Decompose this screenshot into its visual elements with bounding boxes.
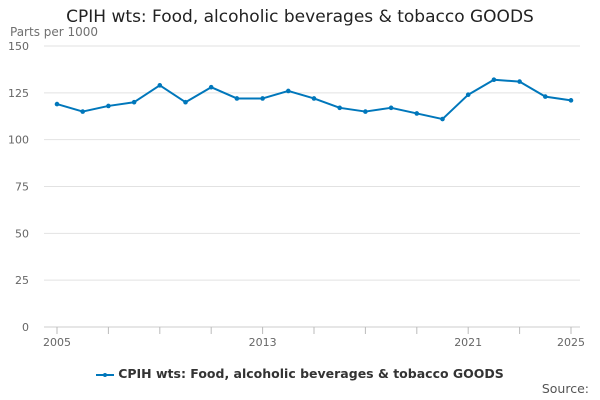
- chart-title: CPIH wts: Food, alcoholic beverages & to…: [66, 7, 534, 27]
- data-point: [465, 92, 471, 98]
- y-tick-label: 75: [15, 181, 29, 194]
- data-point: [568, 98, 574, 103]
- data-point: [131, 99, 137, 105]
- legend[interactable]: CPIH wts: Food, alcoholic beverages & to…: [0, 366, 600, 381]
- x-tick-label: 2021: [454, 336, 482, 349]
- data-point: [260, 96, 265, 101]
- data-point: [286, 88, 291, 94]
- y-tick-label: 150: [8, 40, 29, 53]
- legend-line-marker-icon: [96, 370, 115, 380]
- legend-label: CPIH wts: Food, alcoholic beverages & to…: [118, 366, 504, 381]
- x-tick-label: 2025: [557, 336, 585, 349]
- y-tick-label: 100: [8, 134, 29, 147]
- data-point: [157, 83, 163, 88]
- data-point: [388, 105, 394, 111]
- data-point: [414, 111, 420, 116]
- data-point: [311, 96, 317, 101]
- data-point: [337, 105, 343, 111]
- data-point: [183, 99, 188, 105]
- source-link[interactable]: Source:: [541, 381, 589, 396]
- data-point: [491, 77, 497, 83]
- y-tick-label: 50: [15, 227, 29, 240]
- y-axis-label: Parts per 1000: [10, 25, 99, 39]
- x-tick-label: 2013: [249, 336, 277, 349]
- data-point: [234, 96, 240, 101]
- data-point: [517, 79, 522, 84]
- data-point: [440, 116, 445, 122]
- data-point: [543, 94, 548, 99]
- data-point: [54, 101, 60, 107]
- data-point: [106, 103, 111, 109]
- data-point: [363, 109, 368, 114]
- y-tick-label: 0: [22, 321, 29, 334]
- data-point: [80, 109, 85, 114]
- y-tick-label: 25: [15, 274, 29, 287]
- y-tick-label: 125: [8, 87, 29, 100]
- data-point: [208, 84, 214, 90]
- x-tick-label: 2005: [43, 336, 71, 349]
